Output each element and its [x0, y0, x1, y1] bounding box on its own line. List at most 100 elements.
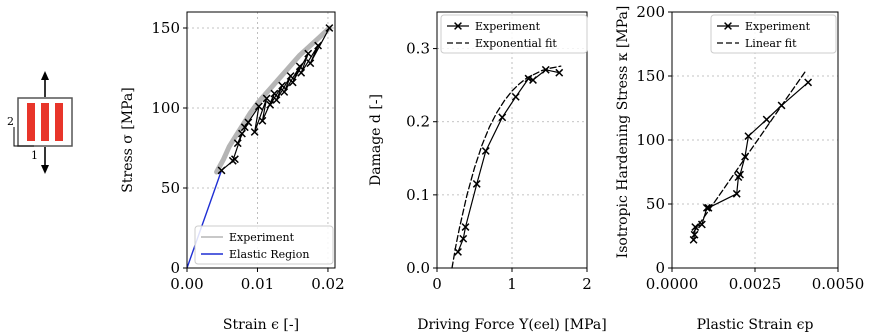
y-tick-label: 0 [170, 259, 180, 277]
legend: Experiment Linear fit [710, 14, 837, 54]
data-point-marker [529, 76, 537, 84]
y-tick-label: 150 [151, 19, 180, 37]
data-point-marker [262, 94, 271, 103]
data-point-marker [314, 41, 323, 50]
x-tick-label: 0.0025 [729, 275, 782, 293]
data-point-marker [304, 49, 313, 58]
y-tick-label: 0.0 [406, 259, 430, 277]
data-point-marker [297, 68, 306, 77]
data-point-marker [691, 223, 700, 231]
load-arrowhead-up [41, 71, 49, 80]
legend: Experiment Elastic Region [194, 225, 334, 265]
series-line-experiment [214, 25, 332, 175]
data-point-marker [254, 102, 263, 111]
data-point-marker [690, 230, 699, 239]
series-line-linear-fit [692, 71, 806, 233]
x-axis-label: Driving Force Y(ϵel) [MPa] [417, 317, 606, 333]
data-point-marker [555, 68, 564, 77]
y-tick-label: 0 [655, 259, 665, 277]
data-point-marker [736, 170, 744, 179]
direction-2-label: 2 [7, 115, 14, 128]
data-point-marker [286, 72, 295, 80]
y-axis-label: Stress σ [MPa] [120, 87, 136, 192]
series-line-elastic-region [186, 169, 223, 269]
data-point-marker [732, 189, 741, 198]
data-point-marker [240, 123, 249, 132]
y-tick-label: 150 [636, 67, 665, 85]
data-point-marker [295, 62, 304, 71]
data-point-marker [459, 234, 468, 243]
coordinate-axes [13, 127, 34, 147]
axes-frame [186, 11, 336, 269]
direction-1-label: 1 [31, 149, 38, 162]
data-point-marker [266, 100, 275, 109]
legend-entry-label: Experiment [229, 231, 295, 244]
x-tick-label: 0.01 [241, 275, 274, 293]
legend-entry-label: Linear fit [745, 37, 797, 50]
data-point-marker [804, 78, 813, 87]
legend-marker [454, 22, 462, 30]
specimen-inset: 2 1 [7, 71, 73, 174]
y-tick-label: 0.1 [406, 186, 430, 204]
load-arrowhead-down [41, 165, 49, 174]
legend-box [710, 14, 837, 54]
data-point-marker [244, 118, 253, 127]
data-point-marker [250, 128, 259, 136]
data-point-marker [511, 92, 520, 101]
data-point-marker [697, 220, 706, 229]
specimen-stripe-3 [55, 103, 63, 141]
series-line-experiment [457, 69, 560, 253]
data-point-marker [233, 139, 242, 148]
data-point-marker [238, 129, 246, 138]
legend-entry-label: Experiment [745, 20, 811, 33]
legend-marker [724, 22, 732, 30]
data-point-marker [481, 147, 490, 155]
series-line-exponential-fit [451, 65, 562, 269]
y-tick-label: 100 [151, 99, 180, 117]
data-point-marker [762, 115, 771, 124]
data-point-marker [325, 24, 334, 32]
legend-entry-label: Exponential fit [475, 37, 557, 50]
series-line-experiment [692, 81, 809, 241]
y-tick-label: 0.2 [406, 113, 430, 131]
y-tick-label: 0.3 [406, 40, 430, 58]
panel-hardening: 0.0000 0.0025 0.0050 0 50 100 150 200 Plastic St… [615, 3, 864, 333]
x-axis-label: Plastic Strain ϵp [697, 317, 814, 333]
data-point-marker [272, 96, 281, 104]
x-tick-label: 2 [582, 275, 592, 293]
specimen-stripe-2 [41, 103, 49, 141]
y-tick-label: 200 [636, 3, 665, 21]
data-point-marker [278, 81, 287, 90]
x-tick-label: 0.02 [311, 275, 344, 293]
data-point-marker [280, 88, 289, 96]
legend: Experiment Exponential fit [440, 14, 588, 54]
x-tick-label: 1 [507, 275, 517, 293]
data-point-marker [270, 89, 279, 98]
data-point-marker [228, 156, 237, 165]
panel-stress-strain: 0.00 0.01 0.02 0 50 100 150 Strain ϵ [-] Stress … [120, 11, 345, 333]
y-tick-label: 50 [646, 195, 665, 213]
data-point-marker [258, 116, 267, 125]
y-axis-label: Isotropic Hardening Stress κ [MPa] [615, 6, 631, 259]
x-tick-label: 0.00 [170, 275, 203, 293]
legend-entry-label: Experiment [475, 20, 541, 33]
x-tick-label: 0.0000 [646, 275, 699, 293]
data-point-marker [306, 59, 315, 68]
y-axis-label: Damage d [-] [368, 94, 384, 186]
specimen-stripe-1 [27, 103, 35, 141]
legend-box [194, 225, 334, 265]
data-point-marker [498, 113, 507, 122]
data-point-marker [472, 179, 481, 188]
y-tick-label: 50 [161, 179, 180, 197]
data-point-marker [744, 132, 753, 141]
legend-box [440, 14, 588, 54]
data-point-marker [217, 166, 226, 175]
x-tick-label: 0.0050 [812, 275, 865, 293]
panel-damage: 0 1 2 0.0 0.1 0.2 0.3 Driving Force Y(ϵel) [MPa… [368, 11, 607, 333]
legend-entry-label: Elastic Region [229, 248, 309, 261]
data-point-marker [704, 203, 713, 212]
x-tick-label: 0 [432, 275, 442, 293]
data-point-marker [461, 223, 470, 231]
y-tick-label: 100 [636, 131, 665, 149]
